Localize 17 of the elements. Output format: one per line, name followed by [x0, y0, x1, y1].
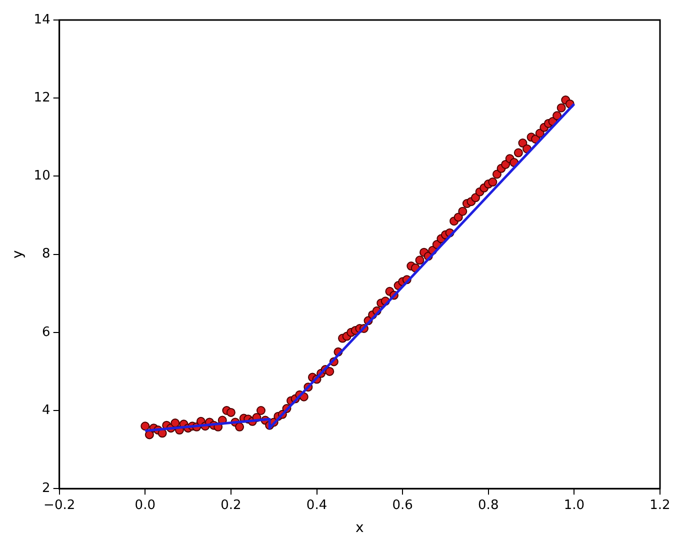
x-tick-label: 0.2	[220, 498, 242, 513]
x-tick-label: 0.8	[478, 498, 499, 513]
y-axis-title: y	[10, 250, 26, 258]
y-tick-label: 4	[42, 402, 50, 418]
y-tick-label: 12	[34, 90, 50, 106]
x-tick-label: 1.0	[564, 498, 585, 513]
x-tick-label: 1.2	[650, 498, 670, 513]
y-tick-label: 8	[42, 246, 50, 262]
x-tick-label: 0.4	[306, 498, 328, 513]
y-tick-label: 10	[34, 168, 50, 184]
x-tick-label: −0.2	[44, 498, 76, 513]
y-tick-label: 6	[42, 324, 50, 340]
x-tick-label: 0.0	[134, 498, 156, 513]
y-tick-label: 14	[34, 12, 50, 28]
x-axis-title: x	[356, 520, 364, 536]
y-tick-label: 2	[42, 480, 50, 496]
x-tick-label: 0.6	[392, 498, 413, 513]
